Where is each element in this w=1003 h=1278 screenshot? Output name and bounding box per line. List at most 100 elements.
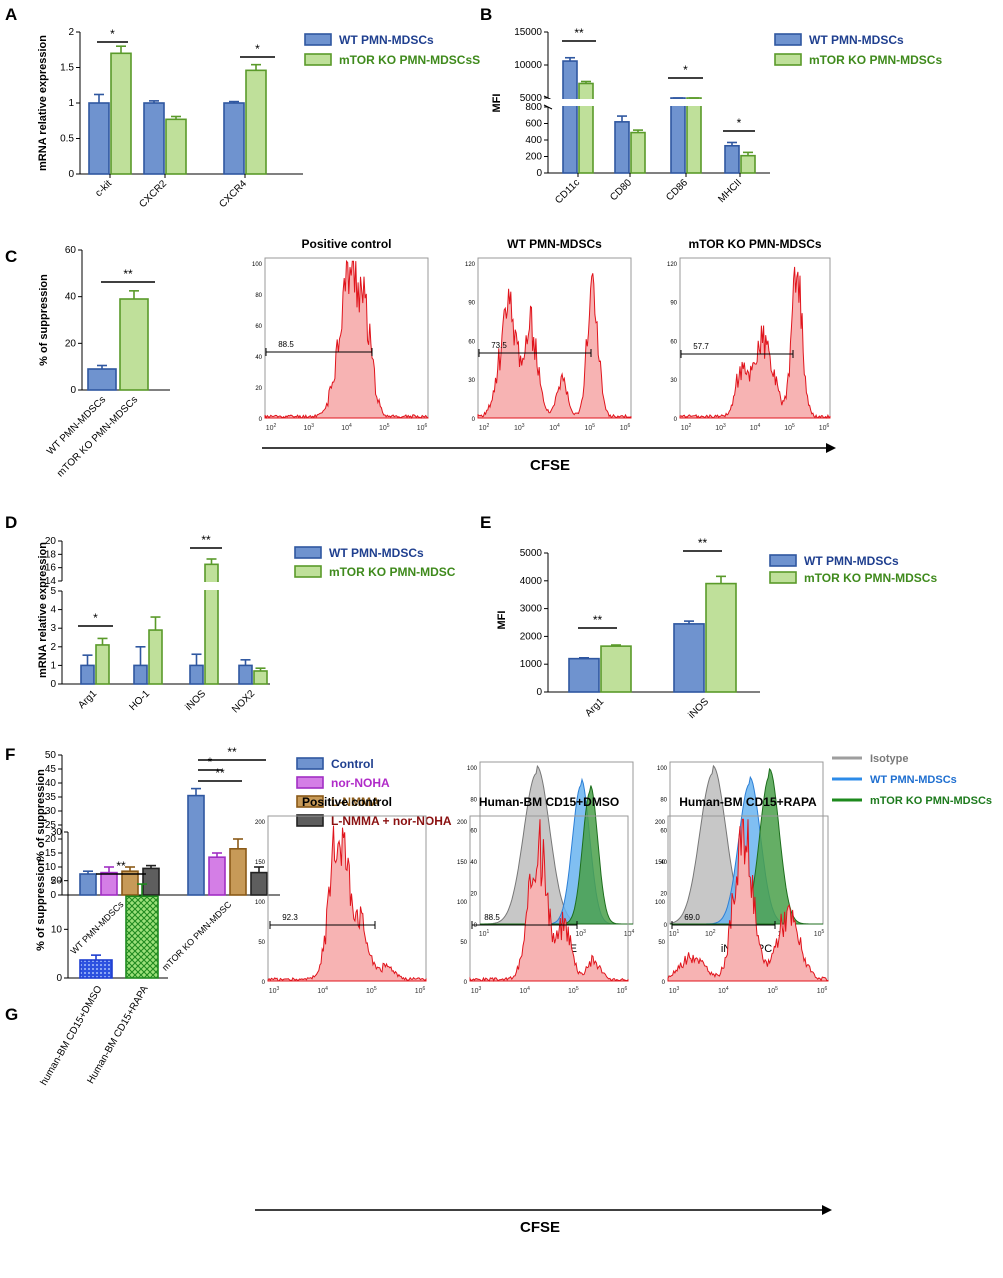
D-bar-ko-0 bbox=[95, 644, 110, 685]
E-y-label: MFI bbox=[496, 611, 508, 630]
D-bar-wt-2 bbox=[189, 664, 204, 685]
C-hist-0-y-tick-label: 0 bbox=[259, 417, 263, 423]
G-hist-0-y-tick-label: 100 bbox=[255, 900, 266, 906]
C-hist-0-y-tick-label: 80 bbox=[255, 293, 262, 299]
G-hist-0-x-tick-label: 104 bbox=[317, 986, 328, 995]
D-bar-wt-0 bbox=[80, 664, 95, 685]
B-x-tick-label: CD80 bbox=[608, 177, 634, 203]
D-bar-wt-3 bbox=[238, 664, 253, 685]
G-hist-2-y-tick-label: 50 bbox=[658, 940, 665, 946]
D-y-tick-label: 16 bbox=[45, 563, 57, 574]
B-sig-0: ** bbox=[574, 26, 584, 40]
G-hist-1-histogram bbox=[469, 819, 629, 983]
B-legend-ko-swatch bbox=[774, 53, 802, 66]
A-sig-0: * bbox=[110, 27, 115, 41]
E-sig-0: ** bbox=[593, 613, 603, 627]
C-sig: ** bbox=[123, 267, 133, 281]
G-hist-2-y-tick-label: 200 bbox=[655, 820, 666, 826]
B-y-tick-label: 200 bbox=[525, 152, 542, 163]
C-y-tick-label: 20 bbox=[65, 338, 77, 349]
D-x-tick-label: Arg1 bbox=[76, 688, 99, 711]
B-bar-ko-2 bbox=[686, 97, 702, 174]
D-sig-1: ** bbox=[201, 533, 211, 547]
F-y-tick-label: 15 bbox=[45, 848, 57, 859]
F-hist-arg1-hist-2 bbox=[480, 785, 633, 925]
A-bar-ko-2 bbox=[245, 69, 267, 175]
G-hist-2-x-tick-label: 106 bbox=[817, 986, 828, 995]
E-y-tick-label: 4000 bbox=[520, 576, 543, 587]
D-y-tick-label: 1 bbox=[50, 660, 56, 671]
C-hist-1-x-tick-label: 105 bbox=[584, 423, 595, 432]
F-y-tick-label: 45 bbox=[45, 764, 57, 775]
C-hist-2-y-tick-label: 30 bbox=[670, 378, 677, 384]
G-hist-0-histogram bbox=[267, 825, 427, 982]
E-y-tick-label: 3000 bbox=[520, 604, 543, 615]
G-hist-1-y-tick-label: 150 bbox=[457, 860, 468, 866]
G-hist-2-x-tick-label: 103 bbox=[669, 986, 680, 995]
A-bar-wt-1 bbox=[143, 102, 165, 175]
G-hist-0-x-tick-label: 105 bbox=[366, 986, 377, 995]
G-cfse-arrow-head bbox=[822, 1205, 832, 1215]
C-x-tick-label: WT PMN-MDSCs bbox=[45, 394, 108, 457]
G-hist-2-gate-value: 69.0 bbox=[684, 913, 700, 922]
A-y-tick-label: 0 bbox=[68, 169, 74, 180]
A-legend-wt-swatch bbox=[304, 33, 332, 46]
F-y-tick-label: 50 bbox=[45, 750, 57, 761]
B-x-tick-label: MHCII bbox=[716, 177, 744, 205]
A-y-tick-label: 1.5 bbox=[60, 63, 74, 74]
A-bar-wt-0 bbox=[88, 102, 110, 175]
A-legend-ko-swatch bbox=[304, 53, 332, 66]
panel-letter-A: A bbox=[5, 5, 17, 24]
G-hist-1-title: Human-BM CD15+DMSO bbox=[479, 795, 619, 809]
G-y-tick-label: 20 bbox=[51, 876, 63, 887]
E-bar-wt-1 bbox=[673, 623, 705, 693]
F-hist-inos-x-tick-label: 105 bbox=[814, 929, 825, 938]
A-y-tick-label: 2 bbox=[68, 27, 74, 38]
C-hist-2-x-tick-label: 105 bbox=[784, 423, 795, 432]
C-y-tick-label: 60 bbox=[65, 245, 77, 256]
C-hist-0-y-tick-label: 100 bbox=[252, 262, 263, 268]
C-hist-2-x-tick-label: 102 bbox=[681, 423, 692, 432]
C-hist-2-title: mTOR KO PMN-MDSCs bbox=[688, 237, 821, 251]
F-hist-inos-y-tick-label: 60 bbox=[660, 829, 667, 835]
G-y-tick-label: 0 bbox=[56, 973, 62, 984]
C-hist-0-title: Positive control bbox=[301, 237, 391, 251]
A-bar-ko-0 bbox=[110, 52, 132, 175]
F-legend-2-label: L-NMMA bbox=[331, 795, 380, 809]
G-hist-1-y-tick-label: 200 bbox=[457, 820, 468, 826]
G-hist-1-y-tick-label: 100 bbox=[457, 900, 468, 906]
A-sig-1: * bbox=[255, 42, 260, 56]
G-hist-1-gate-value: 88.5 bbox=[484, 913, 500, 922]
D-y-tick-label: 0 bbox=[50, 679, 56, 690]
G-hist-2-y-tick-label: 100 bbox=[655, 900, 666, 906]
A-x-tick-label: c-kit bbox=[93, 178, 114, 199]
F-hist-arg1-y-tick-label: 60 bbox=[470, 829, 477, 835]
D-x-tick-label: NOX2 bbox=[230, 688, 257, 715]
G-hist-0-gate-value: 92.3 bbox=[282, 913, 298, 922]
B-legend-wt-swatch bbox=[774, 33, 802, 46]
E-bar-wt-0 bbox=[568, 657, 600, 693]
C-hist-1-y-tick-label: 90 bbox=[468, 301, 475, 307]
F-sig-1: * bbox=[208, 755, 213, 769]
E-legend-ko-label: mTOR KO PMN-MDSCs bbox=[804, 571, 937, 585]
G-hist-1-x-tick-label: 105 bbox=[568, 986, 579, 995]
B-y-tick-label: 10000 bbox=[514, 60, 542, 71]
E-y-tick-label: 5000 bbox=[520, 548, 543, 559]
G-hist-1-y-tick-label: 50 bbox=[460, 940, 467, 946]
F-hist-inos-y-tick-label: 0 bbox=[664, 923, 668, 929]
E-legend-ko-swatch bbox=[769, 571, 797, 584]
F-bar-1-3 bbox=[250, 871, 268, 896]
F-legend-1-swatch bbox=[296, 776, 324, 789]
C-hist-2-y-tick-label: 60 bbox=[670, 339, 677, 345]
F-hist-legend-label-0: Isotype bbox=[870, 753, 909, 765]
G-hist-2-x-tick-label: 105 bbox=[767, 986, 778, 995]
G-bar-1 bbox=[125, 895, 159, 979]
D-bar-wt-1 bbox=[133, 664, 148, 685]
C-hist-0-x-tick-label: 104 bbox=[341, 423, 352, 432]
D-sig-0: * bbox=[93, 611, 98, 625]
A-bar-wt-2 bbox=[223, 102, 245, 175]
F-hist-arg1-x-tick-label: 101 bbox=[479, 929, 490, 938]
C-hist-1-y-tick-label: 0 bbox=[472, 417, 476, 423]
C-y-tick-label: 0 bbox=[70, 385, 76, 396]
